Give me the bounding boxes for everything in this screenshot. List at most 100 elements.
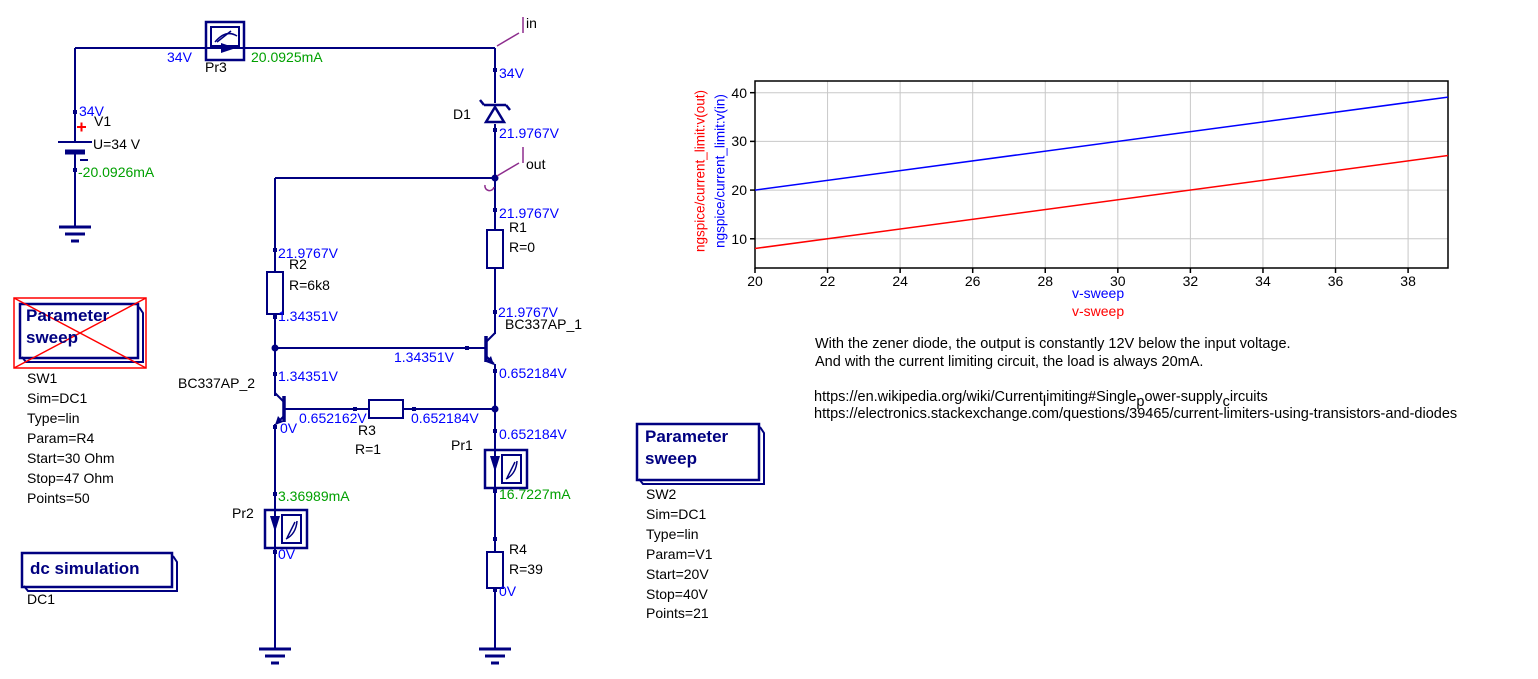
note-line2: And with the current limiting circuit, t… [815, 354, 1204, 370]
current-arrow-icon [221, 43, 236, 53]
sweep1-title-line2: sweep [26, 328, 78, 347]
node-voltage: 21.9767V [498, 304, 558, 320]
sweep2-name[interactable]: SW2 [646, 486, 677, 502]
sweep2-param: Sim=DC1 [646, 506, 707, 522]
x-axis-label-red: v-sweep [1072, 303, 1125, 319]
voltage-source-V1[interactable] [58, 122, 92, 161]
probe-current: 3.36989mA [278, 488, 350, 504]
x-tick-label: 20 [747, 273, 763, 289]
probe-current: 16.7227mA [499, 486, 571, 502]
current-arrow-icon [490, 456, 500, 472]
y-axis-label-vin: ngspice/current_limit:v(in) [712, 94, 728, 248]
dcsim-title: dc simulation [30, 559, 140, 578]
link1-seg: https://en.wikipedia.org/wiki/Current [814, 389, 1043, 405]
x-tick-label: 28 [1037, 273, 1054, 289]
y-tick-label: 30 [731, 133, 747, 150]
probe-current: 20.0925mA [251, 49, 323, 65]
link1-seg: imiting#Single [1046, 389, 1137, 405]
node-voltage: 21.9767V [499, 125, 559, 141]
component-name-R1[interactable]: R1 [509, 219, 527, 235]
component-name-R2[interactable]: R2 [289, 256, 307, 272]
node-voltage: 0V [280, 420, 298, 436]
node-label-out[interactable]: out [526, 156, 546, 172]
sweep2-title-line2: sweep [645, 449, 697, 468]
link1-seg: ircuits [1229, 389, 1268, 405]
disabled-cross-icon [13, 297, 147, 369]
sweep2-param: Param=V1 [646, 546, 713, 562]
wire-junctions [271, 174, 499, 413]
label-anchor-dots [73, 68, 497, 592]
chart[interactable] [750, 80, 1449, 273]
sweep1-param: Sim=DC1 [27, 390, 88, 406]
node-label-in[interactable]: in [526, 15, 537, 31]
node-voltage: 21.9767V [499, 205, 559, 221]
link1-seg-sub: l [1042, 394, 1047, 410]
component-value-V1[interactable]: U=34 V [93, 136, 141, 152]
sweep2-title-line1: Parameter [645, 427, 729, 446]
x-tick-label: 38 [1400, 273, 1416, 289]
note-line1: With the zener diode, the output is cons… [815, 336, 1291, 352]
component-name-D1[interactable]: D1 [453, 106, 471, 122]
sweep2-param: Stop=40V [646, 586, 708, 602]
probe-current: -20.0926mA [78, 164, 155, 180]
component-value-R3[interactable]: R=1 [355, 441, 382, 457]
component-name-R3[interactable]: R3 [358, 422, 376, 438]
component-value-R2[interactable]: R=6k8 [289, 277, 330, 293]
component-value-R4[interactable]: R=39 [509, 561, 543, 577]
x-tick-label: 24 [892, 273, 908, 289]
resistor-R2[interactable] [266, 271, 284, 315]
disabled-outline [13, 297, 147, 369]
node-voltage: 0V [278, 546, 296, 562]
component-name-BC337AP_1[interactable]: BC337AP_1 [505, 316, 583, 332]
dc-simulation-box[interactable] [20, 551, 178, 592]
plot-border [754, 80, 1449, 269]
sweep1-param: Start=30 Ohm [27, 450, 115, 466]
x-tick-label: 26 [964, 273, 981, 289]
resistor-R3[interactable] [368, 399, 404, 419]
probe-Pr1[interactable] [483, 448, 529, 490]
ground-symbol[interactable] [59, 225, 511, 665]
transistor-BC337AP_2[interactable] [274, 392, 286, 425]
x-tick-label: 34 [1255, 273, 1271, 289]
component-name-V1[interactable]: V1 [94, 113, 112, 129]
sweep1-param: Points=50 [27, 490, 90, 506]
node-voltage: 34V [167, 49, 192, 65]
component-name-Pr3[interactable]: Pr3 [205, 59, 227, 75]
x-axis-label-blue: v-sweep [1072, 285, 1125, 301]
current-arrow-icon [270, 516, 280, 532]
x-tick-label: 32 [1182, 273, 1199, 289]
note-link2: https://electronics.stackexchange.com/qu… [814, 406, 1458, 422]
sweep1-param: Param=R4 [27, 430, 95, 446]
transistor-BC337AP_1[interactable] [484, 332, 496, 365]
component-name-BC337AP_2[interactable]: BC337AP_2 [178, 375, 256, 391]
parameter-sweep-1-box[interactable] [13, 297, 147, 369]
component-name-Pr1[interactable]: Pr1 [451, 437, 473, 453]
x-tick-label: 30 [1110, 273, 1126, 289]
zener-diode-D1[interactable] [479, 99, 511, 124]
y-tick-label: 10 [731, 230, 747, 247]
y-tick-label: 20 [731, 182, 747, 199]
probe-Pr2[interactable] [263, 508, 309, 550]
component-name-R4[interactable]: R4 [509, 541, 527, 557]
resistor-R4[interactable] [486, 551, 504, 589]
resistor-R1[interactable] [486, 229, 504, 269]
link1-seg-sub: c [1222, 394, 1230, 410]
sweep1-title-line1: Parameter [26, 306, 110, 325]
parameter-sweep-2-box[interactable] [635, 422, 765, 485]
node-voltage: 1.34351V [394, 349, 454, 365]
x-tick-label: 22 [819, 273, 836, 289]
component-value-R1[interactable]: R=0 [509, 239, 536, 255]
sweep1-param: Type=lin [27, 410, 80, 426]
y-tick-label: 40 [731, 84, 747, 101]
dcsim-name[interactable]: DC1 [27, 591, 56, 607]
probe-Pr3[interactable] [204, 20, 246, 62]
sweep1-name[interactable]: SW1 [27, 370, 58, 386]
node-voltage: 1.34351V [278, 308, 338, 324]
note-link1: https://en.wikipedia.org/wiki/Currentlim… [814, 389, 1268, 410]
node-voltage: 0.652184V [499, 365, 567, 381]
node-voltage: 0.652184V [411, 410, 479, 426]
node-voltage: 21.9767V [278, 245, 338, 261]
component-name-Pr2[interactable]: Pr2 [232, 505, 254, 521]
